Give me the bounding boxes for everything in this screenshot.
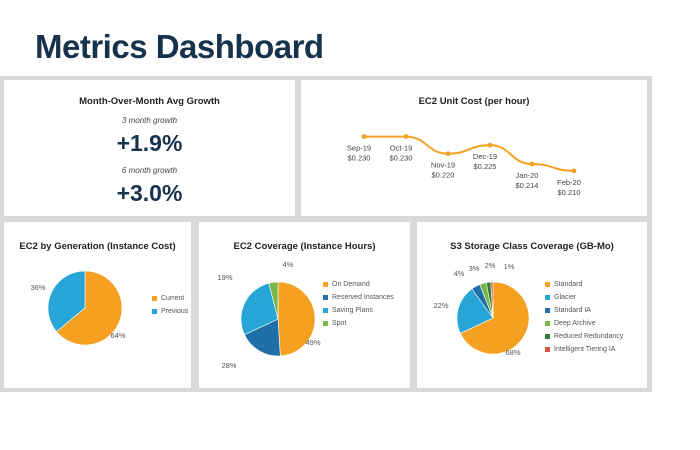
data-point xyxy=(529,161,535,167)
x-tick-label: Sep-19 xyxy=(347,144,371,153)
kpi-6-month-value: +3.0% xyxy=(116,180,183,206)
growth-card: Month-Over-Month Avg Growth 3 month grow… xyxy=(4,80,295,216)
legend-item-standard: Standard xyxy=(545,278,623,291)
s3-storage-card: S3 Storage Class Coverage (GB-Mo) 68% 22%… xyxy=(417,222,647,388)
legend-swatch xyxy=(323,295,328,300)
legend-label: Standard IA xyxy=(554,307,591,314)
data-label: 3% xyxy=(469,264,480,273)
legend-item-deep-archive: Deep Archive xyxy=(545,317,623,330)
legend-label: Spot xyxy=(332,320,347,327)
data-label: 22% xyxy=(433,301,448,310)
ec2-generation-legend: Current Previous xyxy=(152,292,188,318)
legend-item-standard-ia: Standard IA xyxy=(545,304,623,317)
ec2-coverage-title: EC2 Coverage (Instance Hours) xyxy=(233,241,376,252)
legend-item-reduced-redundancy: Reduced Redundancy xyxy=(545,330,623,343)
ec2-coverage-chart: 49% 19% 28% 4% xyxy=(217,260,320,370)
legend-item-previous: Previous xyxy=(152,305,188,318)
data-label: 1% xyxy=(504,262,515,271)
legend-item-glacier: Glacier xyxy=(545,291,623,304)
series-line-unit-cost xyxy=(363,135,575,172)
legend-label: Reduced Redundancy xyxy=(554,333,624,340)
legend-swatch xyxy=(545,321,550,326)
x-tick-label: Dec-19 xyxy=(473,152,497,161)
data-label: 4% xyxy=(283,260,294,269)
ec2-unit-cost-card: EC2 Unit Cost (per hour) Sep-19 $0.230 Oct… xyxy=(301,80,647,216)
x-tick-label: Nov-19 xyxy=(431,161,455,170)
legend-label: Intelligent Tiering IA xyxy=(554,346,616,353)
kpi-3-month-label: 3 month growth xyxy=(121,116,178,125)
ec2-generation-card: EC2 by Generation (Instance Cost) 64% 36%… xyxy=(4,222,191,388)
data-label: 4% xyxy=(454,269,465,278)
pie-slice-on-demand xyxy=(277,281,316,357)
data-point xyxy=(487,142,493,148)
legend-swatch xyxy=(152,296,157,301)
legend-swatch xyxy=(545,347,550,352)
s3-storage-legend: Standard Glacier Standard IA Deep Archive Re… xyxy=(545,278,623,356)
legend-swatch xyxy=(545,282,550,287)
legend-label: Saving Plans xyxy=(332,307,373,314)
legend-label: Previous xyxy=(161,308,189,315)
growth-card-title: Month-Over-Month Avg Growth xyxy=(79,96,220,107)
dashboard-grid: Month-Over-Month Avg Growth 3 month grow… xyxy=(0,76,652,392)
legend-swatch xyxy=(152,309,157,314)
legend-swatch xyxy=(545,334,550,339)
legend-item-on-demand: On Demand xyxy=(323,278,394,291)
data-point xyxy=(403,134,409,139)
data-label: $0.220 xyxy=(432,171,455,180)
legend-swatch xyxy=(323,282,328,287)
data-label: $0.210 xyxy=(558,188,581,197)
ec2-generation-chart: 64% 36% xyxy=(30,270,126,346)
x-tick-label: Oct-19 xyxy=(390,144,413,153)
legend-item-saving-plans: Saving Plans xyxy=(323,304,394,317)
x-tick-label: Feb-20 xyxy=(557,178,581,187)
kpi-3-month-value: +1.9% xyxy=(116,130,183,156)
data-label: $0.230 xyxy=(348,154,371,163)
legend-label: Glacier xyxy=(554,294,577,301)
s3-storage-title: S3 Storage Class Coverage (GB-Mo) xyxy=(450,241,614,252)
data-label: 19% xyxy=(217,273,232,282)
s3-storage-chart: 68% 22% 4% 3% 2% 1% xyxy=(433,261,530,357)
data-label: $0.214 xyxy=(516,181,539,190)
data-label: $0.230 xyxy=(390,154,413,163)
kpi-6-month-label: 6 month growth xyxy=(121,166,178,175)
data-label: 64% xyxy=(110,331,125,340)
ec2-coverage-legend: On Demand Reserved Instances Saving Plans S… xyxy=(323,278,394,330)
data-point xyxy=(571,168,577,174)
ec2-coverage-card: EC2 Coverage (Instance Hours) 49% 19% 28% 4… xyxy=(199,222,410,388)
pie-slice-previous xyxy=(47,270,86,333)
legend-label: Reserved Instances xyxy=(332,294,394,301)
data-point xyxy=(361,134,367,139)
data-label: 2% xyxy=(485,261,496,270)
data-label: 36% xyxy=(30,283,45,292)
pie-slice-intelligent-tiering-ia xyxy=(490,281,494,319)
legend-swatch xyxy=(323,308,328,313)
pie-slice-standard xyxy=(460,281,530,355)
data-point xyxy=(445,151,451,157)
pie-slice-spot xyxy=(268,281,279,320)
legend-item-current: Current xyxy=(152,292,188,305)
legend-item-reserved-instances: Reserved Instances xyxy=(323,291,394,304)
legend-item-spot: Spot xyxy=(323,317,394,330)
ec2-unit-cost-title: EC2 Unit Cost (per hour) xyxy=(418,96,530,107)
pie-slice-reserved-instances xyxy=(244,318,281,357)
ec2-unit-cost-chart: Sep-19$0.230Oct-19$0.230Nov-19$0.220Dec-… xyxy=(347,134,581,197)
legend-swatch xyxy=(545,295,550,300)
data-label: 68% xyxy=(505,348,520,357)
legend-label: Standard xyxy=(554,281,583,288)
pie-slice-current xyxy=(56,270,123,346)
legend-label: On Demand xyxy=(332,281,370,288)
legend-item-intelligent-tiering-ia: Intelligent Tiering IA xyxy=(545,343,623,356)
page-title: Metrics Dashboard xyxy=(35,28,324,65)
legend-swatch xyxy=(545,308,550,313)
ec2-generation-title: EC2 by Generation (Instance Cost) xyxy=(19,241,176,252)
x-tick-label: Jan-20 xyxy=(516,171,539,180)
legend-label: Deep Archive xyxy=(554,320,596,327)
data-label: 49% xyxy=(305,338,320,347)
data-label: $0.225 xyxy=(474,162,497,171)
pie-slice-saving-plans xyxy=(240,282,279,336)
legend-label: Current xyxy=(161,295,185,302)
pie-slice-glacier xyxy=(456,288,494,334)
legend-swatch xyxy=(323,321,328,326)
data-label: 28% xyxy=(221,361,236,370)
